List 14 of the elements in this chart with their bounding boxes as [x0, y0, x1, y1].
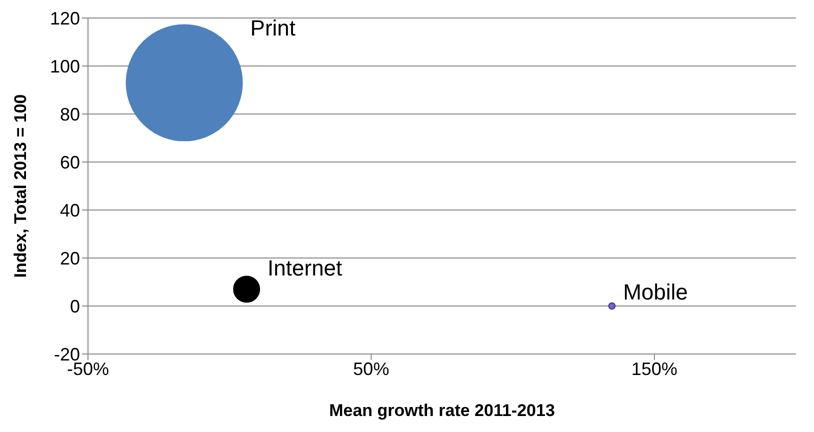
x-tick-label: 50%: [353, 358, 390, 379]
y-tick-label: 20: [60, 248, 80, 268]
series-label: Internet: [268, 255, 342, 280]
x-tick-label: 150%: [631, 358, 678, 379]
y-tick-label: 80: [60, 104, 80, 124]
y-tick-label: 100: [50, 56, 80, 76]
series-label: Mobile: [623, 280, 688, 305]
y-tick-label: 0: [70, 296, 80, 316]
y-tick-label: 120: [50, 8, 80, 28]
x-axis-title: Mean growth rate 2011-2013: [329, 401, 555, 420]
y-tick-label: 60: [60, 152, 80, 172]
series-label: Print: [250, 15, 296, 40]
y-tick-label: 40: [60, 200, 80, 220]
y-axis-title: Index, Total 2013 = 100: [11, 94, 30, 278]
